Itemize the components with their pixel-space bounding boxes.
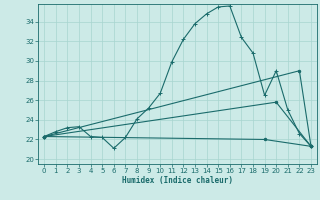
X-axis label: Humidex (Indice chaleur): Humidex (Indice chaleur) bbox=[122, 176, 233, 185]
